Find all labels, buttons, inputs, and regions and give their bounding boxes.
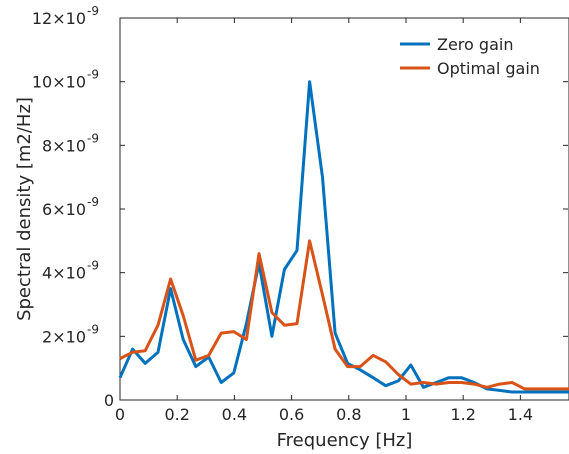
x-tick-label: 1 [401,405,411,424]
series-line-optimal-gain [119,239,569,391]
y-tick-label: 6×10 [42,200,86,219]
x-tick-label: 1.2 [450,405,475,424]
legend-box [393,27,557,83]
legend-label-optimal-gain: Optimal gain [437,59,540,78]
x-tick-label: 1.4 [508,405,533,424]
legend-label-zero-gain: Zero gain [437,35,513,54]
x-axis-ticks: 0 0.2 0.4 0.6 0.8 1 1.2 1.4 [115,18,533,424]
y-tick-label: 0 [104,391,114,410]
y-tick-label: 12×10 [32,9,86,28]
y-tick-exponent: -9 [87,131,99,145]
x-tick-label: 0.6 [279,405,304,424]
y-axis-label: Spectral density [m2/Hz] [14,97,35,321]
y-tick-label: 8×10 [42,136,86,155]
x-tick-label: 0.4 [222,405,247,424]
x-tick-label: 0 [115,405,125,424]
x-tick-label: 0.2 [164,405,189,424]
legend: Zero gain Optimal gain [393,27,557,83]
y-axis-ticks: 02×10 -94×10 -96×10 -98×10 -910×10 -912×10 -9 [32,4,568,410]
x-axis-label: Frequency [Hz] [277,430,413,451]
y-tick-exponent: -9 [87,68,99,82]
y-tick-exponent: -9 [87,195,99,209]
series-line-zero-gain [118,80,569,394]
y-tick-label: 10×10 [32,73,86,92]
y-tick-label: 4×10 [42,264,86,283]
y-tick-exponent: -9 [87,4,99,18]
series-layer [118,80,569,394]
x-tick-label: 0.8 [336,405,361,424]
y-tick-label: 2×10 [42,327,86,346]
y-tick-exponent: -9 [87,322,99,336]
y-tick-exponent: -9 [87,259,99,273]
